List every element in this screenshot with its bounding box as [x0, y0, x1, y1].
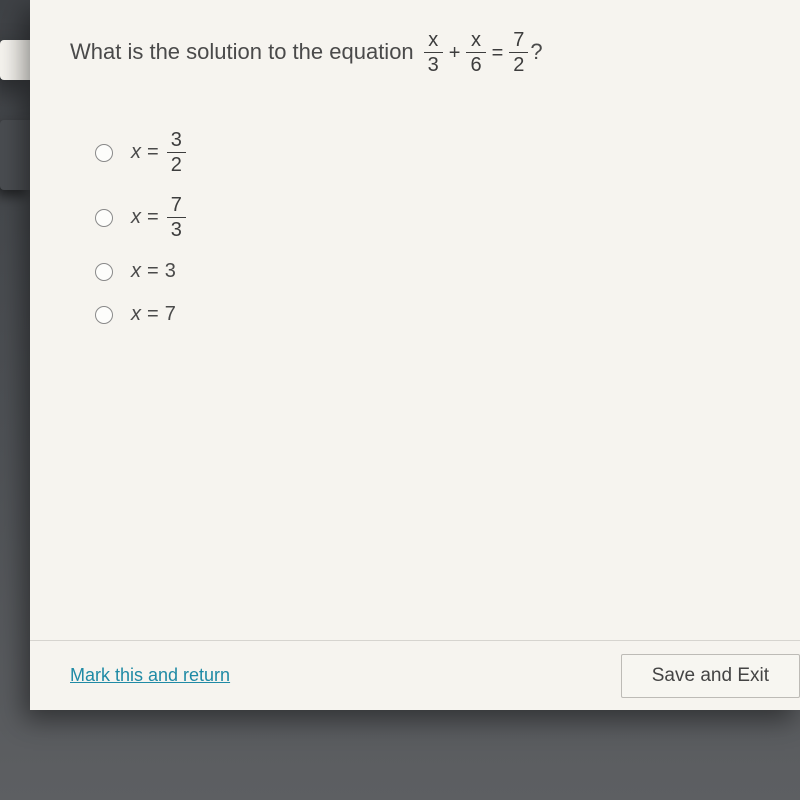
radio-d[interactable]: [95, 306, 113, 324]
option-d[interactable]: x = 7: [95, 303, 770, 326]
op-equals: =: [492, 39, 504, 67]
radio-a[interactable]: [95, 144, 113, 162]
footer-bar: Mark this and return Save and Exit: [30, 640, 800, 710]
left-tab-1: [0, 40, 30, 80]
option-a[interactable]: x = 3 2: [95, 130, 770, 175]
mark-return-link[interactable]: Mark this and return: [70, 665, 230, 686]
options-group: x = 3 2 x = 7 3 x =: [95, 130, 770, 326]
option-a-frac: 3 2: [167, 130, 186, 175]
term-2: x 6: [466, 30, 485, 75]
question-card: What is the solution to the equation x 3…: [30, 0, 800, 710]
save-exit-button[interactable]: Save and Exit: [621, 654, 800, 698]
option-c[interactable]: x = 3: [95, 260, 770, 283]
question-text: What is the solution to the equation x 3…: [70, 30, 770, 75]
term-3: 7 2: [509, 30, 528, 75]
question-prefix: What is the solution to the equation: [70, 37, 414, 68]
left-tab-2: [0, 120, 30, 190]
option-b[interactable]: x = 7 3: [95, 195, 770, 240]
radio-b[interactable]: [95, 209, 113, 227]
question-suffix: ?: [530, 37, 542, 68]
term-1: x 3: [424, 30, 443, 75]
option-b-frac: 7 3: [167, 195, 186, 240]
radio-c[interactable]: [95, 263, 113, 281]
op-plus: +: [449, 39, 461, 67]
